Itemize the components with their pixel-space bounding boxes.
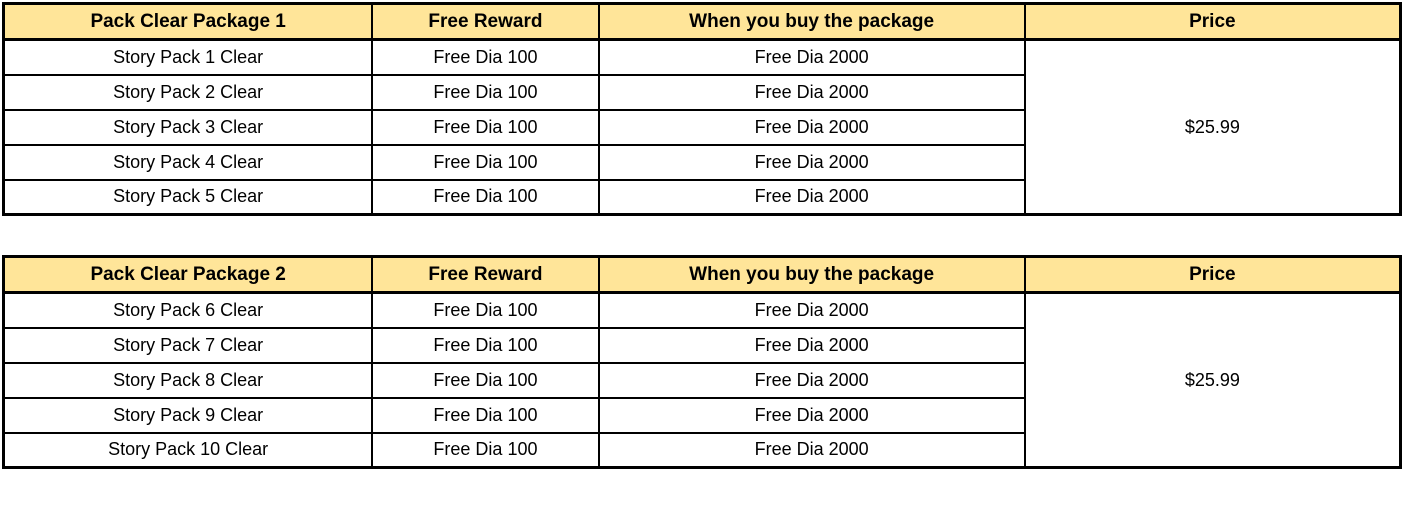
buy-package-cell: Free Dia 2000 (597, 73, 1026, 111)
col-header-price: Price (1023, 255, 1402, 294)
table-row: Story Pack 3 Clear Free Dia 100 Free Dia… (2, 108, 1401, 146)
table-row: Story Pack 5 Clear Free Dia 100 Free Dia… (2, 178, 1401, 216)
col-header-free-reward: Free Reward (371, 255, 600, 294)
pack-name-cell: Story Pack 8 Clear (2, 361, 374, 399)
pack-name-cell: Story Pack 4 Clear (2, 143, 374, 181)
free-reward-cell: Free Dia 100 (371, 38, 600, 76)
pack-name-cell: Story Pack 10 Clear (2, 431, 374, 469)
free-reward-cell: Free Dia 100 (371, 143, 600, 181)
col-header-package-name: Pack Clear Package 2 (2, 255, 374, 294)
pack-name-cell: Story Pack 7 Clear (2, 326, 374, 364)
price-cell: $25.99 (1023, 291, 1402, 469)
table-row: Story Pack 10 Clear Free Dia 100 Free Di… (2, 431, 1401, 469)
free-reward-cell: Free Dia 100 (371, 361, 600, 399)
buy-package-cell: Free Dia 2000 (597, 431, 1026, 469)
free-reward-cell: Free Dia 100 (371, 108, 600, 146)
pack-name-cell: Story Pack 9 Clear (2, 396, 374, 434)
table-row: Story Pack 9 Clear Free Dia 100 Free Dia… (2, 396, 1401, 434)
table-row: Story Pack 6 Clear Free Dia 100 Free Dia… (2, 291, 1402, 469)
price-cell: $25.99 (1023, 38, 1402, 216)
free-reward-cell: Free Dia 100 (371, 431, 600, 469)
buy-package-cell: Free Dia 2000 (597, 396, 1026, 434)
table-row: Story Pack 7 Clear Free Dia 100 Free Dia… (2, 326, 1401, 364)
col-header-package-name: Pack Clear Package 1 (2, 2, 374, 41)
free-reward-cell: Free Dia 100 (371, 396, 600, 434)
pack-name-cell: Story Pack 1 Clear (2, 38, 374, 76)
buy-package-cell: Free Dia 2000 (597, 326, 1026, 364)
buy-package-cell: Free Dia 2000 (597, 108, 1026, 146)
table-row: Story Pack 1 Clear Free Dia 100 Free Dia… (2, 38, 1402, 216)
free-reward-cell: Free Dia 100 (371, 178, 600, 216)
pack-name-cell: Story Pack 3 Clear (2, 108, 374, 146)
table-row: Story Pack 4 Clear Free Dia 100 Free Dia… (2, 143, 1401, 181)
buy-package-cell: Free Dia 2000 (597, 291, 1026, 329)
col-header-price: Price (1023, 2, 1402, 41)
col-header-free-reward: Free Reward (371, 2, 600, 41)
table-row: Story Pack 2 Clear Free Dia 100 Free Dia… (2, 73, 1401, 111)
free-reward-cell: Free Dia 100 (371, 73, 600, 111)
pack-name-cell: Story Pack 2 Clear (2, 73, 374, 111)
free-reward-cell: Free Dia 100 (371, 326, 600, 364)
buy-package-cell: Free Dia 2000 (597, 178, 1026, 216)
buy-package-cell: Free Dia 2000 (597, 143, 1026, 181)
package-table-1: Pack Clear Package 1 Free Reward When yo… (2, 2, 1402, 216)
table-row: Story Pack 8 Clear Free Dia 100 Free Dia… (2, 361, 1401, 399)
package-table-2: Pack Clear Package 2 Free Reward When yo… (2, 255, 1402, 469)
header-row: Pack Clear Package 1 Free Reward When yo… (2, 2, 1402, 41)
pack-name-cell: Story Pack 5 Clear (2, 178, 374, 216)
buy-package-cell: Free Dia 2000 (597, 38, 1026, 76)
pack-name-cell: Story Pack 6 Clear (2, 291, 374, 329)
col-header-buy-package: When you buy the package (597, 2, 1026, 41)
free-reward-cell: Free Dia 100 (371, 291, 600, 329)
buy-package-cell: Free Dia 2000 (597, 361, 1026, 399)
col-header-buy-package: When you buy the package (597, 255, 1026, 294)
header-row: Pack Clear Package 2 Free Reward When yo… (2, 255, 1402, 294)
